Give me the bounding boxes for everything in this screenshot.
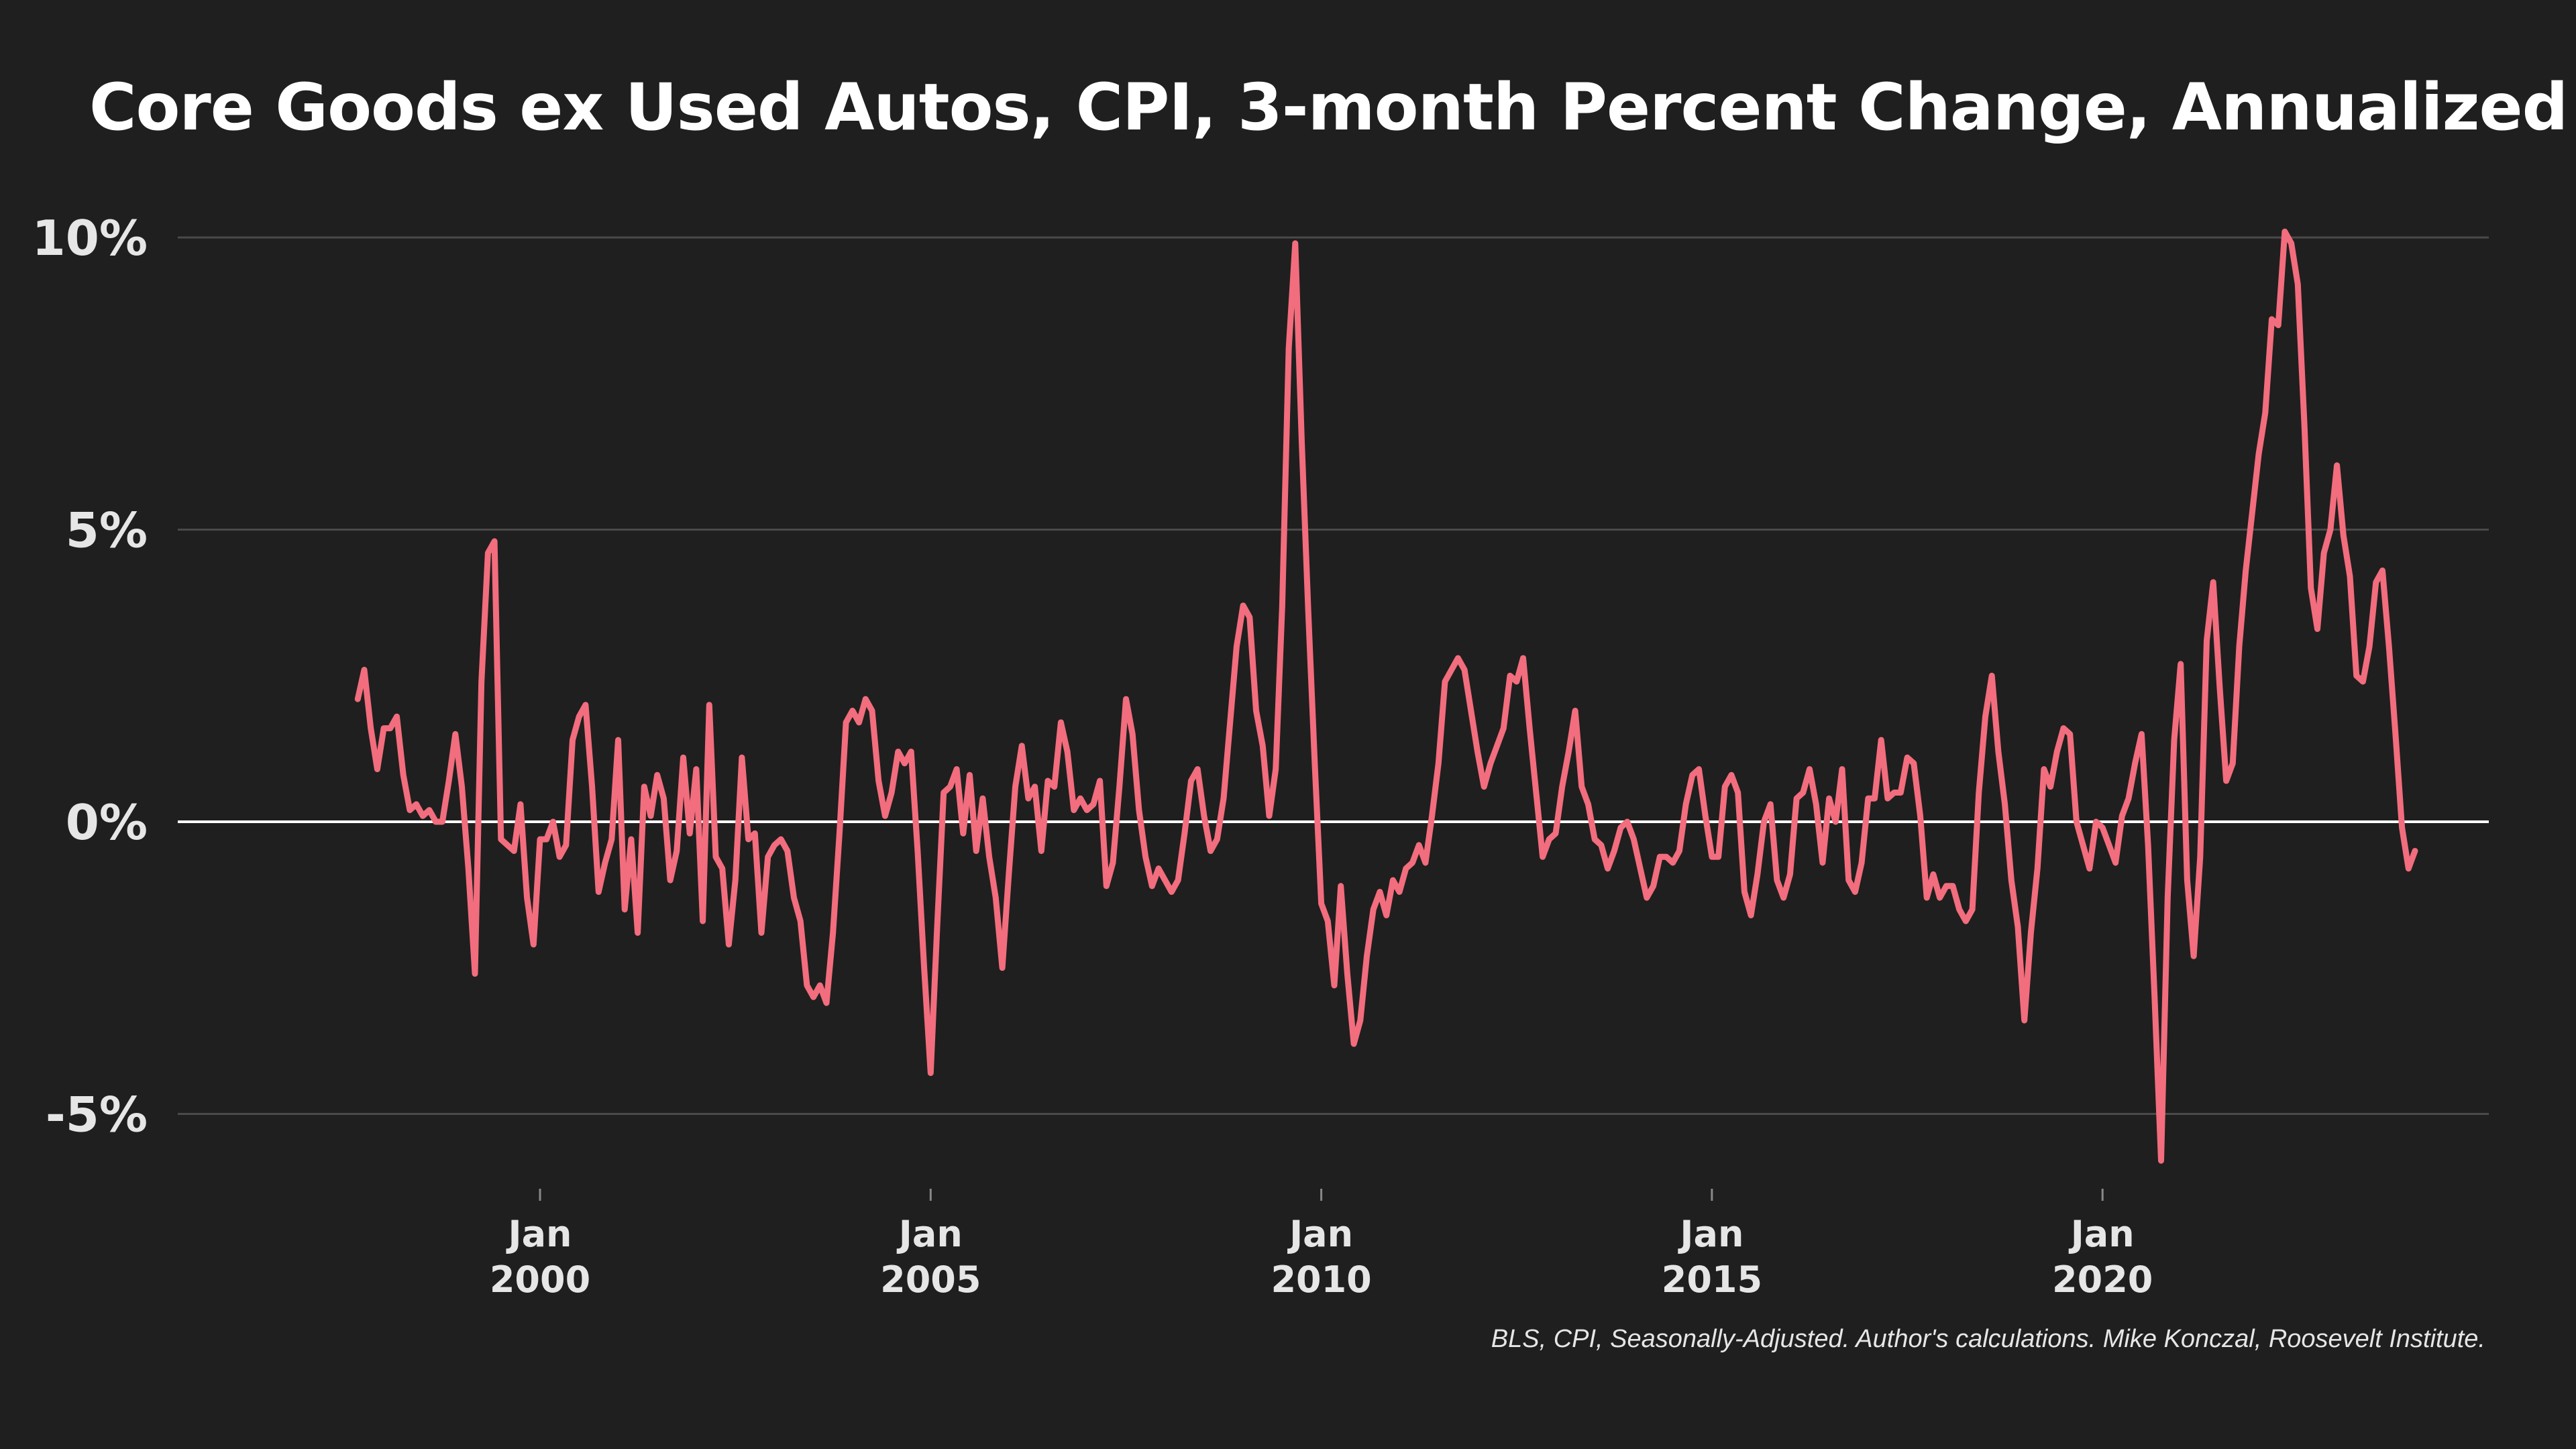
series-line [354, 228, 2418, 1164]
source-caption: BLS, CPI, Seasonally-Adjusted. Author's … [1491, 1325, 2485, 1353]
x-tick-label: 2005 [880, 1258, 981, 1301]
x-tick-label: Jan [896, 1213, 963, 1255]
x-tick-label: 2015 [1662, 1258, 1762, 1301]
y-tick-label: -5% [46, 1087, 148, 1143]
x-tick-label: Jan [1287, 1213, 1353, 1255]
y-tick-label: 5% [66, 502, 148, 559]
x-tick-label: 2020 [2052, 1258, 2153, 1301]
x-tick-label: Jan [2068, 1213, 2135, 1255]
y-axis-ticks: -5% 0% 5% 10% [32, 210, 148, 1143]
chart-title: Core Goods ex Used Autos, CPI, 3-month P… [89, 70, 2568, 145]
y-tick-label: 10% [32, 210, 148, 266]
series-layer [354, 228, 2418, 1164]
y-tick-label: 0% [66, 794, 148, 851]
gridlines [178, 236, 2489, 1115]
x-tick-label: 2000 [490, 1258, 590, 1301]
x-tick-label: 2010 [1271, 1258, 1371, 1301]
x-tick-label: Jan [1677, 1213, 1743, 1255]
x-tick-label: Jan [506, 1213, 572, 1255]
